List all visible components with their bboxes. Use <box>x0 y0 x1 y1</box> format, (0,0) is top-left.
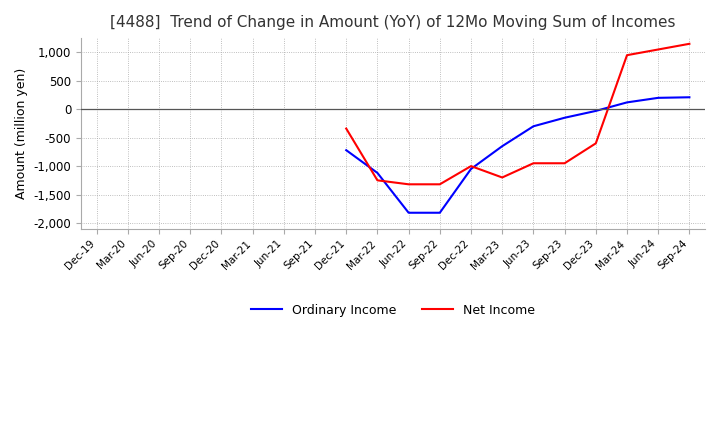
Net Income <box>560 161 569 166</box>
Net Income <box>405 182 413 187</box>
Ordinary Income <box>654 95 662 100</box>
Net Income <box>592 141 600 146</box>
Legend: Ordinary Income, Net Income: Ordinary Income, Net Income <box>246 298 540 322</box>
Title: [4488]  Trend of Change in Amount (YoY) of 12Mo Moving Sum of Incomes: [4488] Trend of Change in Amount (YoY) o… <box>110 15 676 30</box>
Ordinary Income <box>623 100 631 105</box>
Y-axis label: Amount (million yen): Amount (million yen) <box>15 68 28 199</box>
Line: Ordinary Income: Ordinary Income <box>346 97 690 213</box>
Net Income <box>654 47 662 52</box>
Ordinary Income <box>685 95 694 100</box>
Net Income <box>373 178 382 183</box>
Ordinary Income <box>529 124 538 129</box>
Net Income <box>498 175 507 180</box>
Ordinary Income <box>373 170 382 176</box>
Net Income <box>436 182 444 187</box>
Net Income <box>685 41 694 47</box>
Ordinary Income <box>405 210 413 216</box>
Ordinary Income <box>498 143 507 149</box>
Ordinary Income <box>342 147 351 153</box>
Ordinary Income <box>467 166 475 172</box>
Ordinary Income <box>436 210 444 216</box>
Net Income <box>623 52 631 58</box>
Line: Net Income: Net Income <box>346 44 690 184</box>
Net Income <box>467 164 475 169</box>
Net Income <box>529 161 538 166</box>
Net Income <box>342 126 351 131</box>
Ordinary Income <box>592 108 600 114</box>
Ordinary Income <box>560 115 569 121</box>
